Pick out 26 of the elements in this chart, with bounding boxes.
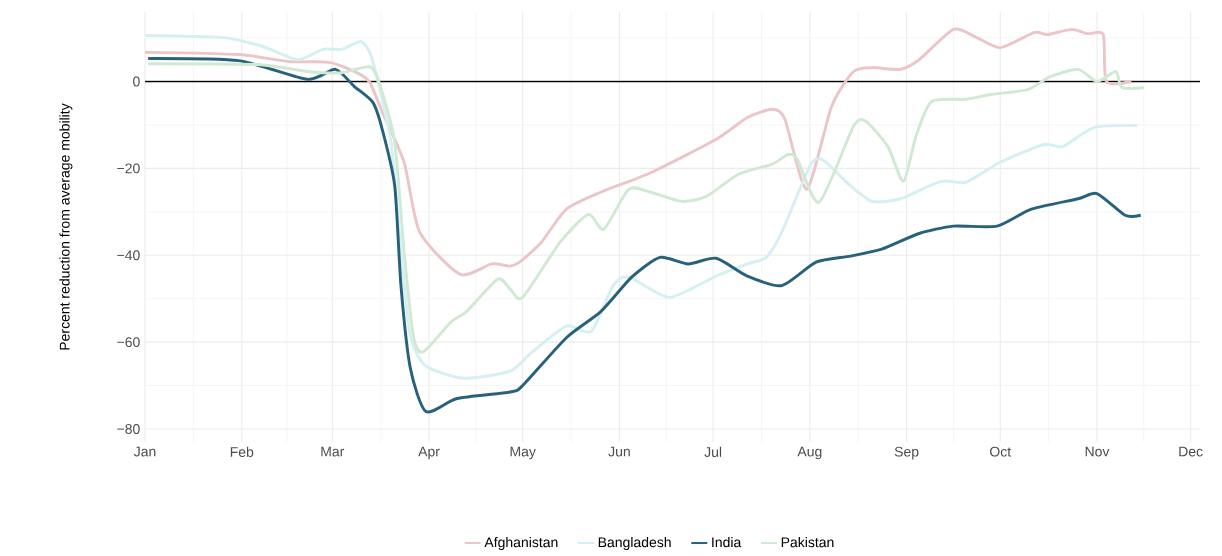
line-series	[146, 62, 1146, 354]
x-tick-label: Jul	[704, 446, 722, 457]
x-tick-label: Nov	[1085, 446, 1110, 457]
legend-label: Pakistan	[781, 536, 834, 548]
x-tick-label: Sep	[894, 446, 919, 460]
line-series	[145, 33, 1140, 380]
x-tick-label: Jan	[133, 446, 156, 457]
legend-label: India	[712, 536, 742, 548]
x-tick-label: Apr	[418, 446, 440, 460]
x-tick-label: Dec	[1179, 446, 1203, 457]
x-tick-label: Mar	[321, 446, 345, 457]
x-tick-label: Aug	[797, 446, 822, 460]
x-tick-label: May	[510, 446, 536, 460]
y-tick-label: −60	[117, 337, 140, 348]
legend-label: Bangladesh	[598, 536, 671, 551]
y-axis-title: Percent reduction from average mobility	[59, 103, 73, 350]
x-tick-label: Jun	[608, 446, 630, 457]
y-tick-label: 0	[133, 76, 140, 87]
line-series	[146, 57, 1143, 414]
y-tick-label: −40	[117, 250, 140, 261]
line-series	[145, 27, 1133, 277]
x-tick-label: Feb	[230, 446, 254, 457]
y-tick-label: −80	[117, 424, 140, 434]
x-tick-label: Oct	[990, 446, 1012, 457]
y-tick-label: −20	[117, 163, 140, 174]
legend-label: Afghanistan	[484, 536, 558, 551]
